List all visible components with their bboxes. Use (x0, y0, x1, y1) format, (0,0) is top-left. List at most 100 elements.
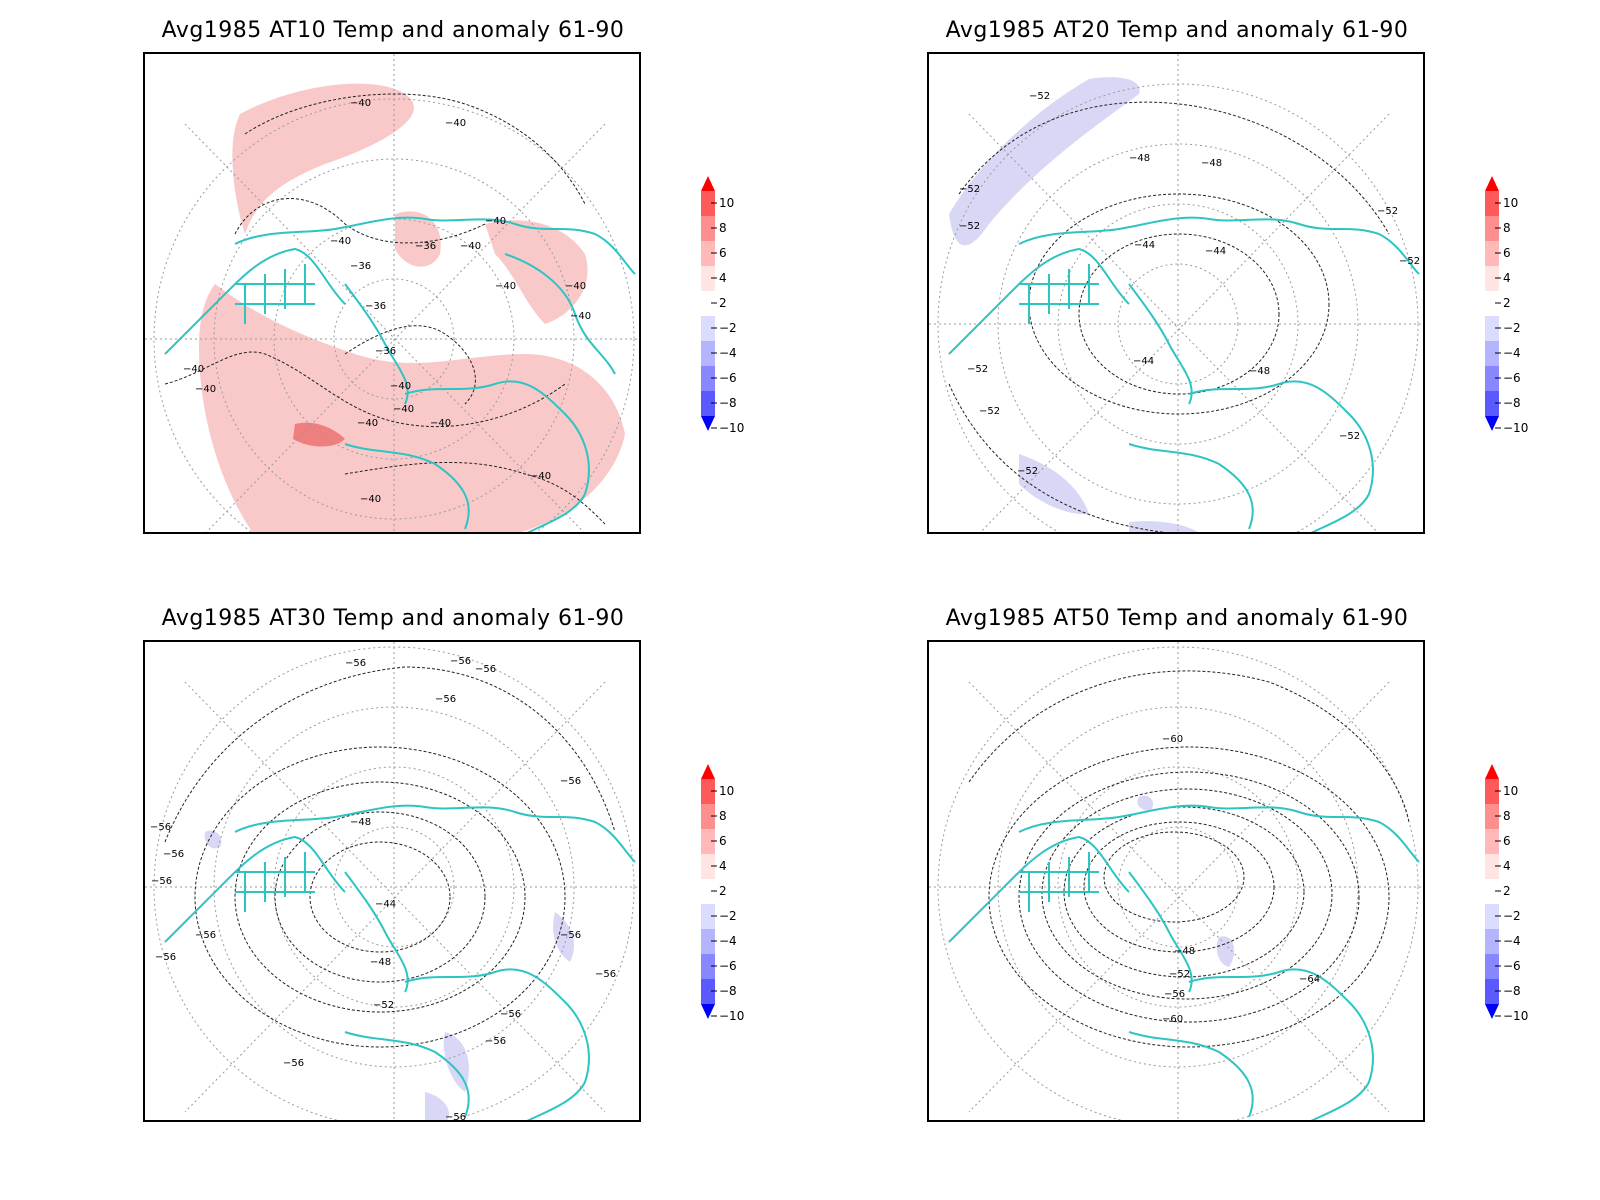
colorbar-label: 6 (719, 246, 727, 260)
colorbar-label: −4 (1503, 346, 1521, 360)
contour-label: −52 (373, 1000, 394, 1011)
colorbar-min-arrow (1485, 416, 1499, 431)
contour-label: −40 (393, 404, 414, 415)
polar-stereographic-map: −60 −48 −52 −56 −60 −64 (929, 642, 1423, 1120)
colorbar-label: −6 (1503, 959, 1521, 973)
temperature-contours (164, 666, 616, 1048)
colorbar-swatch (1485, 804, 1499, 829)
contour-label: −56 (500, 1009, 521, 1020)
colorbar-swatch (1485, 979, 1499, 1004)
contour-label: −36 (350, 261, 371, 272)
coastlines (164, 216, 636, 532)
contour-label: −40 (357, 418, 378, 429)
contour-label: −52 (959, 221, 980, 232)
colorbar-swatch (1485, 316, 1499, 341)
polar-stereographic-map: −56 −56 −56 −56 −56 −48 −44 −48 −56 −56 … (145, 642, 639, 1120)
colorbar-min-arrow (701, 416, 715, 431)
map-frame: −60 −48 −52 −56 −60 −64 (927, 640, 1425, 1122)
contour-label: −40 (350, 98, 371, 109)
colorbar-swatch (1485, 929, 1499, 954)
anomaly-strong-positive-area (293, 422, 345, 447)
contour-label: −56 (485, 1036, 506, 1047)
colorbar-min-arrow (701, 1004, 715, 1019)
colorbar-svg: 10 8 6 4 2 −2 −4 −6 −8 −10 (1485, 764, 1528, 1023)
colorbar-swatch (701, 779, 715, 804)
colorbar-swatch (701, 954, 715, 979)
colorbar-swatch (701, 366, 715, 391)
contour-label: −40 (530, 471, 551, 482)
contour-label: −44 (375, 899, 396, 910)
colorbar-label: 2 (719, 884, 727, 898)
colorbar-label: −2 (719, 909, 737, 923)
contour-label: −56 (345, 658, 366, 669)
colorbar-label: −10 (1503, 1009, 1528, 1023)
latitude-longitude-grid (145, 54, 639, 532)
panel-title: Avg1985 AT20 Temp and anomaly 61-90 (945, 18, 1409, 43)
anomaly-negative-area (949, 77, 1140, 246)
contour-label: −64 (1299, 974, 1320, 985)
contour-label: −52 (1169, 969, 1190, 980)
contour-label: −48 (350, 817, 371, 828)
contour-label: −52 (1339, 431, 1360, 442)
contour-label: −48 (1201, 158, 1222, 169)
contour-label: −40 (460, 241, 481, 252)
colorbar-swatch (1485, 266, 1499, 291)
contour-label: −56 (475, 664, 496, 675)
contour-label: −40 (360, 494, 381, 505)
contour-label: −40 (195, 384, 216, 395)
contour-label: −48 (1249, 366, 1270, 377)
colorbar-swatch (1485, 341, 1499, 366)
contour-label: −48 (1129, 153, 1150, 164)
colorbar-label: −8 (719, 984, 737, 998)
colorbar-max-arrow (1485, 176, 1499, 191)
colorbar-label: 4 (1503, 859, 1511, 873)
map-panel-at50: Avg1985 AT50 Temp and anomaly 61-90 (927, 588, 1600, 1178)
colorbar-swatch (1485, 391, 1499, 416)
anomaly-colorbar: 10 8 6 4 2 −2 −4 −6 −8 −10 (1475, 764, 1535, 1044)
colorbar-label: 4 (719, 859, 727, 873)
colorbar-label: 4 (1503, 271, 1511, 285)
anomaly-negative-area (425, 1092, 449, 1120)
colorbar-label: 10 (719, 784, 734, 798)
colorbar-swatch (1485, 829, 1499, 854)
contour-label: −52 (967, 364, 988, 375)
colorbar-swatch (701, 341, 715, 366)
latitude-longitude-grid (929, 54, 1423, 532)
colorbar-swatch (1485, 241, 1499, 266)
contour-label: −56 (155, 952, 176, 963)
contour-label: −60 (1162, 734, 1183, 745)
colorbar-label: −4 (1503, 934, 1521, 948)
colorbar-label: 2 (1503, 884, 1511, 898)
contour-labels: −60 −48 −52 −56 −60 −64 (1162, 734, 1320, 1025)
coastlines (948, 804, 1420, 1120)
colorbar-label: −8 (719, 396, 737, 410)
colorbar-swatch (701, 979, 715, 1004)
colorbar-label: −8 (1503, 984, 1521, 998)
colorbar-label: −4 (719, 934, 737, 948)
contour-label: −52 (1029, 91, 1050, 102)
contour-label: −56 (595, 969, 616, 980)
colorbar-label: −10 (1503, 421, 1528, 435)
anomaly-shading (949, 77, 1198, 532)
colorbar-label: 10 (1503, 784, 1518, 798)
panel-title: Avg1985 AT50 Temp and anomaly 61-90 (945, 606, 1409, 631)
colorbar-max-arrow (701, 764, 715, 779)
colorbar-swatch (1485, 366, 1499, 391)
contour-label: −44 (1205, 246, 1226, 257)
colorbar-label: 8 (1503, 221, 1511, 235)
contour-labels: −52 −48 −48 −52 −52 −44 −44 −44 −52 −52 … (959, 91, 1420, 477)
colorbar-label: −2 (1503, 321, 1521, 335)
colorbar-swatch (1485, 191, 1499, 216)
colorbar-label: 6 (1503, 834, 1511, 848)
contour-label: −56 (151, 876, 172, 887)
colorbar-label: 6 (719, 834, 727, 848)
anomaly-negative-area (1019, 454, 1089, 515)
colorbar-swatch (1485, 854, 1499, 879)
contour-label: −52 (1017, 466, 1038, 477)
contour-label: −56 (283, 1058, 304, 1069)
contour-label: −40 (183, 364, 204, 375)
colorbar-label: −6 (719, 959, 737, 973)
contour-label: −40 (570, 311, 591, 322)
polar-stereographic-map: −52 −48 −48 −52 −52 −44 −44 −44 −52 −52 … (929, 54, 1423, 532)
contour-label: −40 (390, 381, 411, 392)
